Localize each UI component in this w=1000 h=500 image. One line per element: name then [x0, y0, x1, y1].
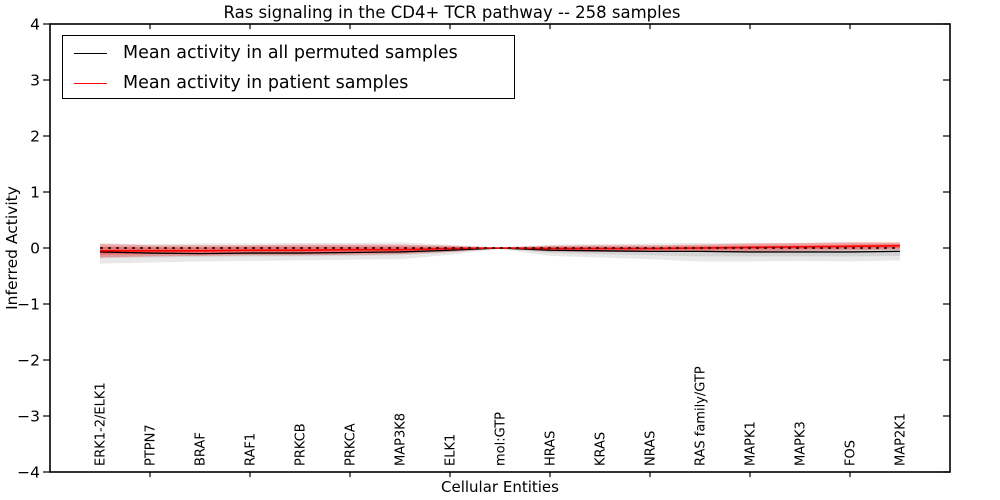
patient-inner-band	[100, 244, 900, 255]
category-label: ELK1	[444, 434, 459, 466]
category-label: MAPK3	[794, 421, 809, 466]
category-label: mol:GTP	[494, 412, 509, 466]
y-tick-label: 1	[30, 184, 40, 202]
legend: Mean activity in all permuted samples Me…	[62, 35, 515, 99]
y-tick-label: 3	[30, 72, 40, 90]
category-label: KRAS	[594, 432, 609, 466]
y-tick-label: −3	[17, 408, 40, 426]
y-axis-label: Inferred Activity	[3, 186, 21, 310]
category-label: RAF1	[244, 433, 259, 466]
category-label: MAP2K1	[894, 413, 909, 466]
legend-red-line-swatch	[74, 82, 107, 84]
category-label: PTPN7	[144, 424, 159, 466]
y-tick-label: 2	[30, 128, 40, 146]
category-label: BRAF	[194, 432, 209, 466]
category-label: RAS family/GTP	[694, 366, 709, 466]
category-label: PRKCB	[294, 423, 309, 466]
category-label: HRAS	[544, 431, 559, 466]
y-tick-label: 4	[30, 16, 40, 34]
legend-black-line-swatch	[74, 52, 107, 54]
x-axis-label: Cellular Entities	[441, 478, 559, 496]
legend-item-permuted: Mean activity in all permuted samples	[74, 38, 514, 68]
category-label: MAP3K8	[394, 413, 409, 466]
legend-label-patient: Mean activity in patient samples	[123, 73, 409, 93]
y-tick-label: −4	[17, 464, 40, 482]
y-tick-label: −2	[17, 352, 40, 370]
chart-title: Ras signaling in the CD4+ TCR pathway --…	[223, 3, 681, 22]
permuted-inner-band	[100, 245, 900, 259]
legend-item-patient: Mean activity in patient samples	[74, 68, 514, 98]
legend-label-permuted: Mean activity in all permuted samples	[123, 43, 458, 63]
category-label: FOS	[844, 440, 859, 466]
category-label: MAPK1	[744, 421, 759, 466]
y-tick-label: 0	[30, 240, 40, 258]
category-label: PRKCA	[344, 423, 359, 466]
category-label: ERK1-2/ELK1	[94, 382, 109, 466]
y-tick-label: −1	[17, 296, 40, 314]
category-label: NRAS	[644, 431, 659, 466]
patient-outer-band	[100, 242, 900, 258]
